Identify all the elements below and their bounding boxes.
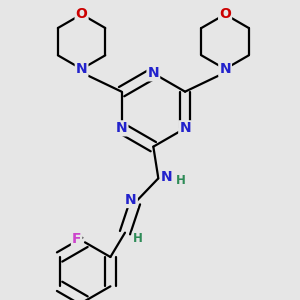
Text: H: H xyxy=(133,232,142,245)
Text: N: N xyxy=(179,121,191,135)
Text: O: O xyxy=(219,7,231,21)
Text: N: N xyxy=(116,121,127,135)
Text: O: O xyxy=(76,7,88,21)
Text: N: N xyxy=(125,193,137,207)
Text: N: N xyxy=(76,62,87,76)
Text: N: N xyxy=(219,62,231,76)
Text: F: F xyxy=(72,232,81,246)
Text: N: N xyxy=(161,170,172,184)
Text: N: N xyxy=(148,66,159,80)
Text: H: H xyxy=(176,175,186,188)
